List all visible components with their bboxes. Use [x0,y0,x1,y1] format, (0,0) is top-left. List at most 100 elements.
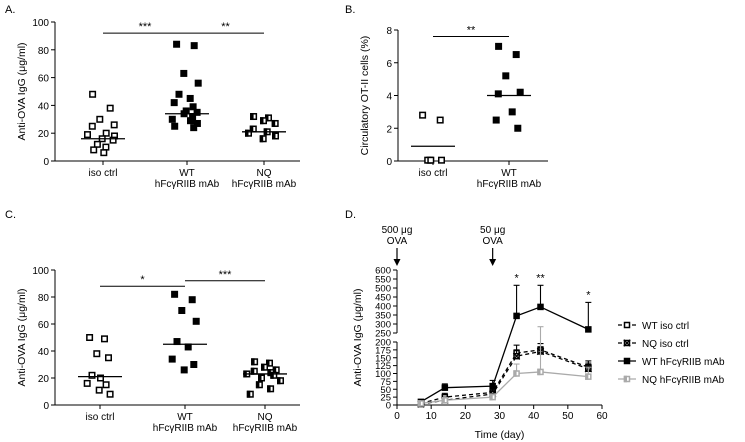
significance-label: *** [139,21,153,33]
data-point-fill [270,371,274,379]
panel-d: D.25030035040045050055060002550751001251… [345,209,725,441]
data-point [93,350,101,358]
legend-label: NQ iso ctrl [642,339,689,350]
panel-c: C. 0 20 40 60 80 100 Anti-OVA IgG (μg/ml) iso ct… [5,209,300,434]
data-point [83,379,91,387]
significance-label: ** [221,21,230,33]
significance-label: * [586,289,591,301]
data-point [88,122,96,130]
y-axis-label: Anti-OVA IgG (μg/ml) [16,42,28,140]
data-point [84,131,91,139]
data-point-fill [255,381,260,389]
series-point [417,400,425,407]
x-axis-label: Time (day) [475,429,525,441]
data-point [102,129,110,137]
x-tick-label: iso ctrl [86,412,115,423]
data-point [97,374,104,382]
data-point [95,386,103,394]
panel-b: B. 0 2 4 6 8 Circulatory OT-II cells (%) iso ct… [345,4,548,190]
y-tick-label: 60 [38,74,50,85]
data-point [180,69,188,77]
data-point [101,335,108,343]
x-tick-label: WT [179,168,195,179]
data-point [170,99,178,107]
y-tick-label: 8 [386,26,392,37]
data-point-fill [267,385,271,393]
x-tick-label: 10 [426,411,438,422]
series-point [585,326,592,333]
panel-a: A. 0 20 40 60 80 100 Anti-OVA IgG (μg/ml) iso ct… [5,4,300,190]
y-tick-label: 400 [375,302,391,313]
data-point [261,363,268,371]
x-tick-sublabel: hFcγRIIB mAb [232,179,297,190]
series-point-fill [585,373,589,380]
data-point [502,72,510,80]
series-point [441,397,449,404]
y-tick-label: 150 [375,353,391,364]
y-tick-label: 20 [38,374,50,385]
data-point [495,42,503,50]
y-tick-label: 350 [375,311,391,322]
data-point [180,366,188,374]
series-point [441,384,449,391]
data-point [193,119,201,127]
data-point-fill [245,129,249,137]
data-point [192,317,200,325]
data-point-fill [250,367,255,375]
data-point [514,124,522,132]
series-line [420,371,589,405]
data-point [109,136,117,144]
series-3 [417,326,592,407]
data-point [492,116,500,124]
legend: WT iso ctrl NQ iso ctrl WT hFcγRIIB mAb NQ … [618,321,725,386]
data-point [189,113,197,121]
data-point [178,307,186,314]
data-point [259,135,267,143]
data-point [271,119,279,127]
data-point [100,149,108,157]
x-tick-label: 40 [528,411,540,422]
data-point-fill [258,374,262,382]
x-tick-label: 50 [562,411,574,422]
x-tick-label: WT [501,168,517,179]
significance-label: *** [219,269,233,281]
data-point-fill [259,135,264,143]
series-point [585,373,592,380]
data-point-fill [250,113,254,121]
x-tick-label: 30 [494,411,506,422]
data-point [266,359,273,367]
legend-marker [623,339,631,347]
data-point [260,117,267,125]
y-tick-label: 200 [375,338,391,349]
data-point [110,121,118,129]
data-point [171,122,179,130]
data-point [427,156,435,164]
data-point [194,79,202,87]
data-point-fill [277,377,281,385]
series-point [537,303,544,311]
panel-label: D. [345,209,356,221]
data-point [102,381,110,389]
legend-label: NQ hFcγRIIB mAb [642,375,725,386]
data-point [187,117,194,125]
y-tick-label: 550 [375,275,391,286]
x-tick-label: NQ [258,412,273,423]
data-point [190,361,198,368]
x-tick-label: WT [177,412,193,423]
series-point-fill [441,397,445,404]
data-point-fill [249,125,254,133]
y-tick-label: 100 [375,369,391,380]
y-tick-label: 125 [375,361,391,372]
data-point [173,40,181,48]
data-point [250,113,258,121]
y-tick-label: 100 [32,266,49,277]
series-line [420,306,589,403]
x-tick-sublabel: hFcγRIIB mAb [155,179,220,190]
series-point-fill [513,370,517,377]
data-point [258,374,265,382]
data-point-fill [260,117,264,125]
series-point-fill [489,393,493,401]
panel-label: A. [5,4,15,16]
y-tick-label: 500 [375,284,391,295]
data-point [267,385,275,393]
